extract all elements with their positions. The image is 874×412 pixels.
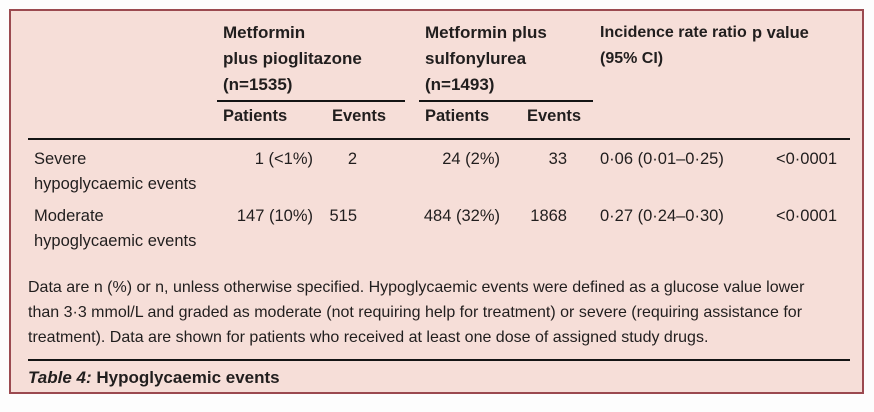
cell-p-value: <0·0001 xyxy=(775,150,837,168)
row-label-line1: Severe xyxy=(34,150,87,168)
subheader-group1-patients: Patients xyxy=(223,107,288,125)
group2-title-line2: sulfonylurea xyxy=(425,49,527,68)
group-header-metformin-pioglitazone: Metformin plus pioglitazone (n=1535) xyxy=(217,20,419,102)
cell-incidence-rate-ratio: 0·06 (0·01–0·25) xyxy=(600,150,724,168)
table-caption: Table 4: Hypoglycaemic events xyxy=(28,359,850,388)
cell-group2-events: 1868 xyxy=(530,207,567,225)
row-label: Moderate hypoglycaemic events xyxy=(28,204,217,254)
table-caption-title: Hypoglycaemic events xyxy=(91,368,280,387)
cell-incidence-rate-ratio: 0·27 (0·24–0·30) xyxy=(600,207,724,225)
group2-title-line1: Metformin plus xyxy=(425,23,547,42)
header-incidence-rate-ratio: Incidence rate ratio (95% CI) xyxy=(600,20,747,102)
group-header-metformin-sulfonylurea: Metformin plus sulfonylurea (n=1493) xyxy=(419,20,600,102)
row-label: Severe hypoglycaemic events xyxy=(28,147,217,197)
group1-title-line1: Metformin xyxy=(223,23,306,42)
table-panel: Metformin plus pioglitazone (n=1535) Met… xyxy=(9,9,864,394)
table-caption-number: Table 4: xyxy=(28,368,92,387)
header-p-value: p value xyxy=(752,24,809,42)
cell-group1-events: 515 xyxy=(329,207,357,225)
cell-group2-patients: 484 (32%) xyxy=(423,207,500,225)
table-row-moderate: Moderate hypoglycaemic events 147 (10%) … xyxy=(28,197,850,254)
cell-group1-patients: 147 (10%) xyxy=(236,207,313,225)
table-row-severe: Severe hypoglycaemic events 1 (<1%) 2 24… xyxy=(28,140,850,197)
row-label-line2: hypoglycaemic events xyxy=(34,232,197,250)
group2-title-line3: (n=1493) xyxy=(425,75,495,94)
group1-underline xyxy=(217,100,405,102)
row-label-line1: Moderate xyxy=(34,207,104,225)
header-irr-line2: (95% CI) xyxy=(600,50,664,67)
subheader-group2-patients: Patients xyxy=(425,107,490,125)
subheader-group2-events: Events xyxy=(527,107,582,125)
group1-title-line3: (n=1535) xyxy=(223,75,293,94)
cell-group1-events: 2 xyxy=(347,150,357,168)
cell-group1-patients: 1 (<1%) xyxy=(254,150,313,168)
table-footnote: Data are n (%) or n, unless otherwise sp… xyxy=(28,279,805,346)
row-label-line2: hypoglycaemic events xyxy=(34,175,197,193)
subheader-group1-events: Events xyxy=(332,107,387,125)
cell-p-value: <0·0001 xyxy=(775,207,837,225)
table-group-header-row: Metformin plus pioglitazone (n=1535) Met… xyxy=(28,20,850,102)
table-subheader-row: Patients Events Patients Events xyxy=(28,102,850,140)
cell-group2-patients: 24 (2%) xyxy=(442,150,500,168)
header-irr-line1: Incidence rate ratio xyxy=(600,24,747,41)
group1-title-line2: plus pioglitazone xyxy=(223,49,362,68)
cell-group2-events: 33 xyxy=(548,150,567,168)
group2-underline xyxy=(419,100,593,102)
